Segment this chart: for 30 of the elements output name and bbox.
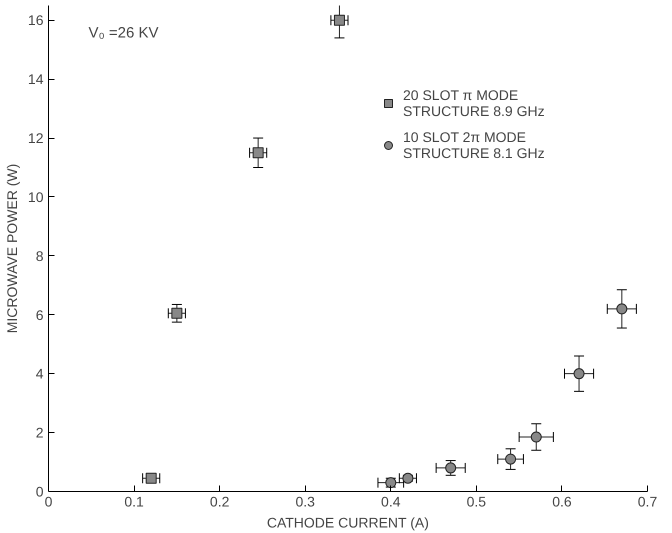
x-tick-label: 0.3 <box>295 494 316 510</box>
x-axis-title: CATHODE CURRENT (A) <box>266 514 429 530</box>
y-tick-label: 2 <box>36 424 44 441</box>
y-tick-label: 6 <box>36 306 44 323</box>
y-tick-label: 14 <box>28 71 44 88</box>
legend-label: 10 SLOT 2π MODE STRUCTURE 8.1 GHz <box>403 129 545 161</box>
point <box>574 368 585 380</box>
x-tick-label: 0.5 <box>466 494 486 510</box>
point <box>252 147 264 158</box>
point <box>171 308 182 319</box>
point <box>334 14 345 26</box>
y-tick-label: 4 <box>36 366 44 382</box>
x-tick-label: 0.2 <box>210 494 230 510</box>
point <box>505 454 516 465</box>
point <box>146 472 157 484</box>
y-tick-label: 16 <box>28 12 44 28</box>
point <box>445 462 456 474</box>
point <box>616 303 628 314</box>
point <box>530 432 542 442</box>
legend-label: 20 SLOT π MODE STRUCTURE 8.9 GHz <box>403 87 545 119</box>
y-tick-label: 10 <box>28 188 44 205</box>
x-tick-label: 0.7 <box>638 494 658 510</box>
y-tick-label: 0 <box>36 484 44 500</box>
y-tick-label: 8 <box>36 248 44 264</box>
y-tick-label: 12 <box>28 130 44 146</box>
x-tick-label: 0.6 <box>552 494 572 510</box>
annotation: V₀ =26 KV <box>88 24 159 42</box>
y-axis-title: MICROWAVE POWER (W) <box>4 164 20 334</box>
x-tick-label: 0.4 <box>381 494 401 510</box>
x-tick-label: 0.1 <box>124 494 144 510</box>
